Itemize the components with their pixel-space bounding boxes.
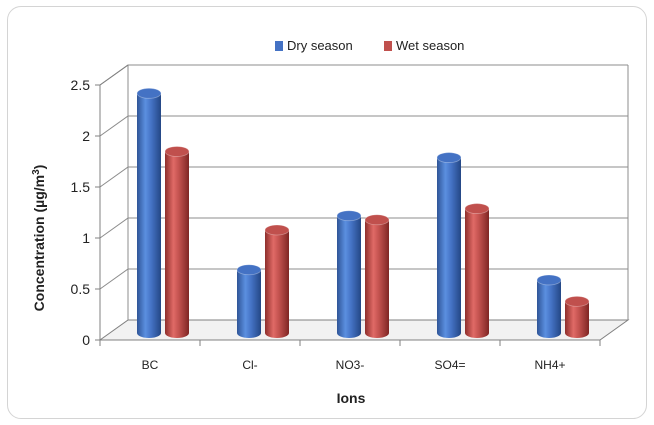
bar-wet-SO4= [464, 203, 490, 338]
bar-top [264, 224, 290, 236]
bars [136, 87, 590, 338]
x-axis-title: Ions [337, 390, 366, 406]
bar-body [337, 215, 361, 338]
bar-top [336, 210, 362, 222]
bar-body [437, 157, 461, 338]
bar-wet-BC [164, 146, 190, 338]
bar-top [236, 264, 262, 276]
y-tick-label: 0 [82, 332, 90, 348]
bar-body [465, 208, 489, 338]
legend: Dry season Wet season [275, 38, 464, 53]
bar-top [136, 87, 162, 99]
bar-top [436, 152, 462, 163]
y-axis-title-main: Concentration (µg/m [31, 175, 47, 311]
y-axis-title-end: ) [31, 165, 47, 170]
legend-swatch-dry-season [275, 41, 283, 51]
tick-labels: 0 0.5 1 1.5 2 2.5 [71, 77, 91, 348]
bar-body [237, 269, 261, 338]
bar-top [564, 295, 590, 307]
y-tick-label: 0.5 [71, 281, 91, 297]
bar-top [164, 146, 190, 157]
category-labels: BC Cl- NO3- SO4= NH4+ [142, 358, 566, 372]
y-tick-label: 1.5 [71, 179, 91, 195]
bar-dry-Cl- [236, 264, 262, 338]
bar-top [364, 214, 390, 226]
bar-body [537, 279, 561, 338]
bar-top [536, 274, 562, 286]
y-tick-label: 2 [82, 128, 90, 144]
x-tick-label: SO4= [434, 358, 465, 372]
bar-body [265, 229, 289, 338]
legend-swatch-wet-season [384, 41, 392, 51]
bar-wet-NO3- [364, 214, 390, 338]
y-axis-title: Concentration (µg/m3) [31, 165, 47, 312]
y-axis-depth-line [99, 64, 129, 86]
axes [95, 64, 601, 346]
x-tick-label: BC [142, 358, 159, 372]
y-tick-label: 2.5 [71, 77, 91, 93]
bar-dry-NH4+ [536, 274, 562, 338]
back-wall [128, 65, 628, 320]
y-tick-label: 1 [82, 230, 90, 246]
bar-dry-NO3- [336, 210, 362, 338]
bar-wet-NH4+ [564, 295, 590, 338]
x-tick-label: NH4+ [534, 358, 565, 372]
bar-body [137, 93, 161, 338]
bar-wet-Cl- [264, 224, 290, 338]
bar-body [165, 151, 189, 338]
bar-top [464, 203, 490, 214]
x-tick-label: Cl- [242, 358, 257, 372]
bar-body [565, 301, 589, 338]
x-tick-label: NO3- [336, 358, 365, 372]
legend-label-wet-season: Wet season [396, 38, 464, 53]
y-axis-title-superscript: 3 [31, 169, 42, 175]
bar-body [365, 219, 389, 338]
bar-dry-SO4= [436, 152, 462, 338]
bar-dry-BC [136, 87, 162, 338]
legend-label-dry-season: Dry season [287, 38, 353, 53]
